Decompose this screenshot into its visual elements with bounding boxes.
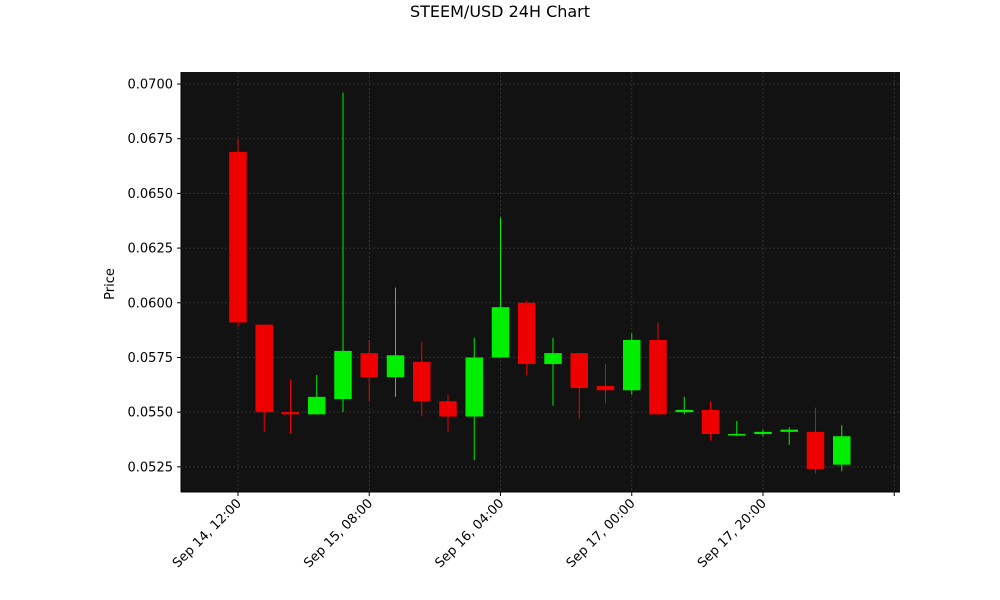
candle-body <box>701 409 720 435</box>
candle-up <box>491 217 510 358</box>
candle-down <box>518 300 536 375</box>
candle-down <box>413 342 431 417</box>
y-tick-label: 0.0700 <box>128 78 174 93</box>
candle-body <box>570 353 588 389</box>
candle-body <box>649 339 667 415</box>
chart-title: STEEM/USD 24H Chart <box>409 2 591 21</box>
candle-body <box>675 409 693 413</box>
x-tick-label: Sep 15, 08:00 <box>301 496 376 571</box>
candle-down <box>806 407 825 474</box>
candle-body <box>334 350 352 400</box>
candle-body <box>413 361 431 402</box>
candle-up <box>308 374 326 415</box>
candle-body <box>308 396 326 415</box>
candle-body <box>439 401 457 417</box>
candle-body <box>491 307 510 358</box>
x-tick-label: Sep 16, 04:00 <box>432 496 507 571</box>
candle-body <box>833 436 851 465</box>
candle-down <box>596 364 615 404</box>
candle-down <box>281 379 300 435</box>
candle-up <box>780 427 798 445</box>
candle-up <box>728 420 746 437</box>
candle-down <box>570 353 588 419</box>
candle-body <box>229 151 247 323</box>
x-tick-label: Sep 17, 00:00 <box>564 496 639 571</box>
candle-body <box>281 412 300 415</box>
candle-down <box>439 394 457 432</box>
plot-area <box>181 72 900 492</box>
candle-up <box>465 337 483 461</box>
candle-up <box>754 429 772 437</box>
candle-down <box>360 339 378 402</box>
candle-body <box>386 355 405 378</box>
candle-body <box>780 429 798 432</box>
candles <box>229 92 851 474</box>
y-tick-label: 0.0600 <box>128 296 174 311</box>
candle-body <box>623 339 641 391</box>
candle-body <box>754 431 772 435</box>
candle-down <box>255 324 273 432</box>
y-tick-label: 0.0675 <box>128 132 174 147</box>
candle-up <box>334 92 352 413</box>
y-tick-label: 0.0625 <box>128 242 174 257</box>
candle-body <box>360 353 378 378</box>
candle-body <box>728 434 746 436</box>
candle-up <box>386 287 405 397</box>
candle-up <box>623 333 641 395</box>
candle-down <box>649 322 667 415</box>
candle-body <box>544 353 562 365</box>
y-axis-label: Price <box>103 268 118 300</box>
candle-body <box>596 385 615 391</box>
y-tick-label: 0.0525 <box>128 460 174 475</box>
x-tick-label: Sep 14, 12:00 <box>170 496 245 571</box>
y-tick-label: 0.0650 <box>128 187 174 202</box>
candle-body <box>465 357 483 417</box>
candle-body <box>806 431 825 470</box>
candle-up <box>544 337 562 406</box>
candle-up <box>675 396 693 415</box>
candle-up <box>833 425 851 472</box>
candle-down <box>229 138 247 327</box>
y-tick-label: 0.0575 <box>128 351 174 366</box>
candle-body <box>255 324 273 413</box>
y-tick-label: 0.0550 <box>128 406 174 421</box>
candle-down <box>701 401 720 441</box>
candle-body <box>518 302 536 365</box>
x-tick-label: Sep 17, 20:00 <box>695 496 770 571</box>
